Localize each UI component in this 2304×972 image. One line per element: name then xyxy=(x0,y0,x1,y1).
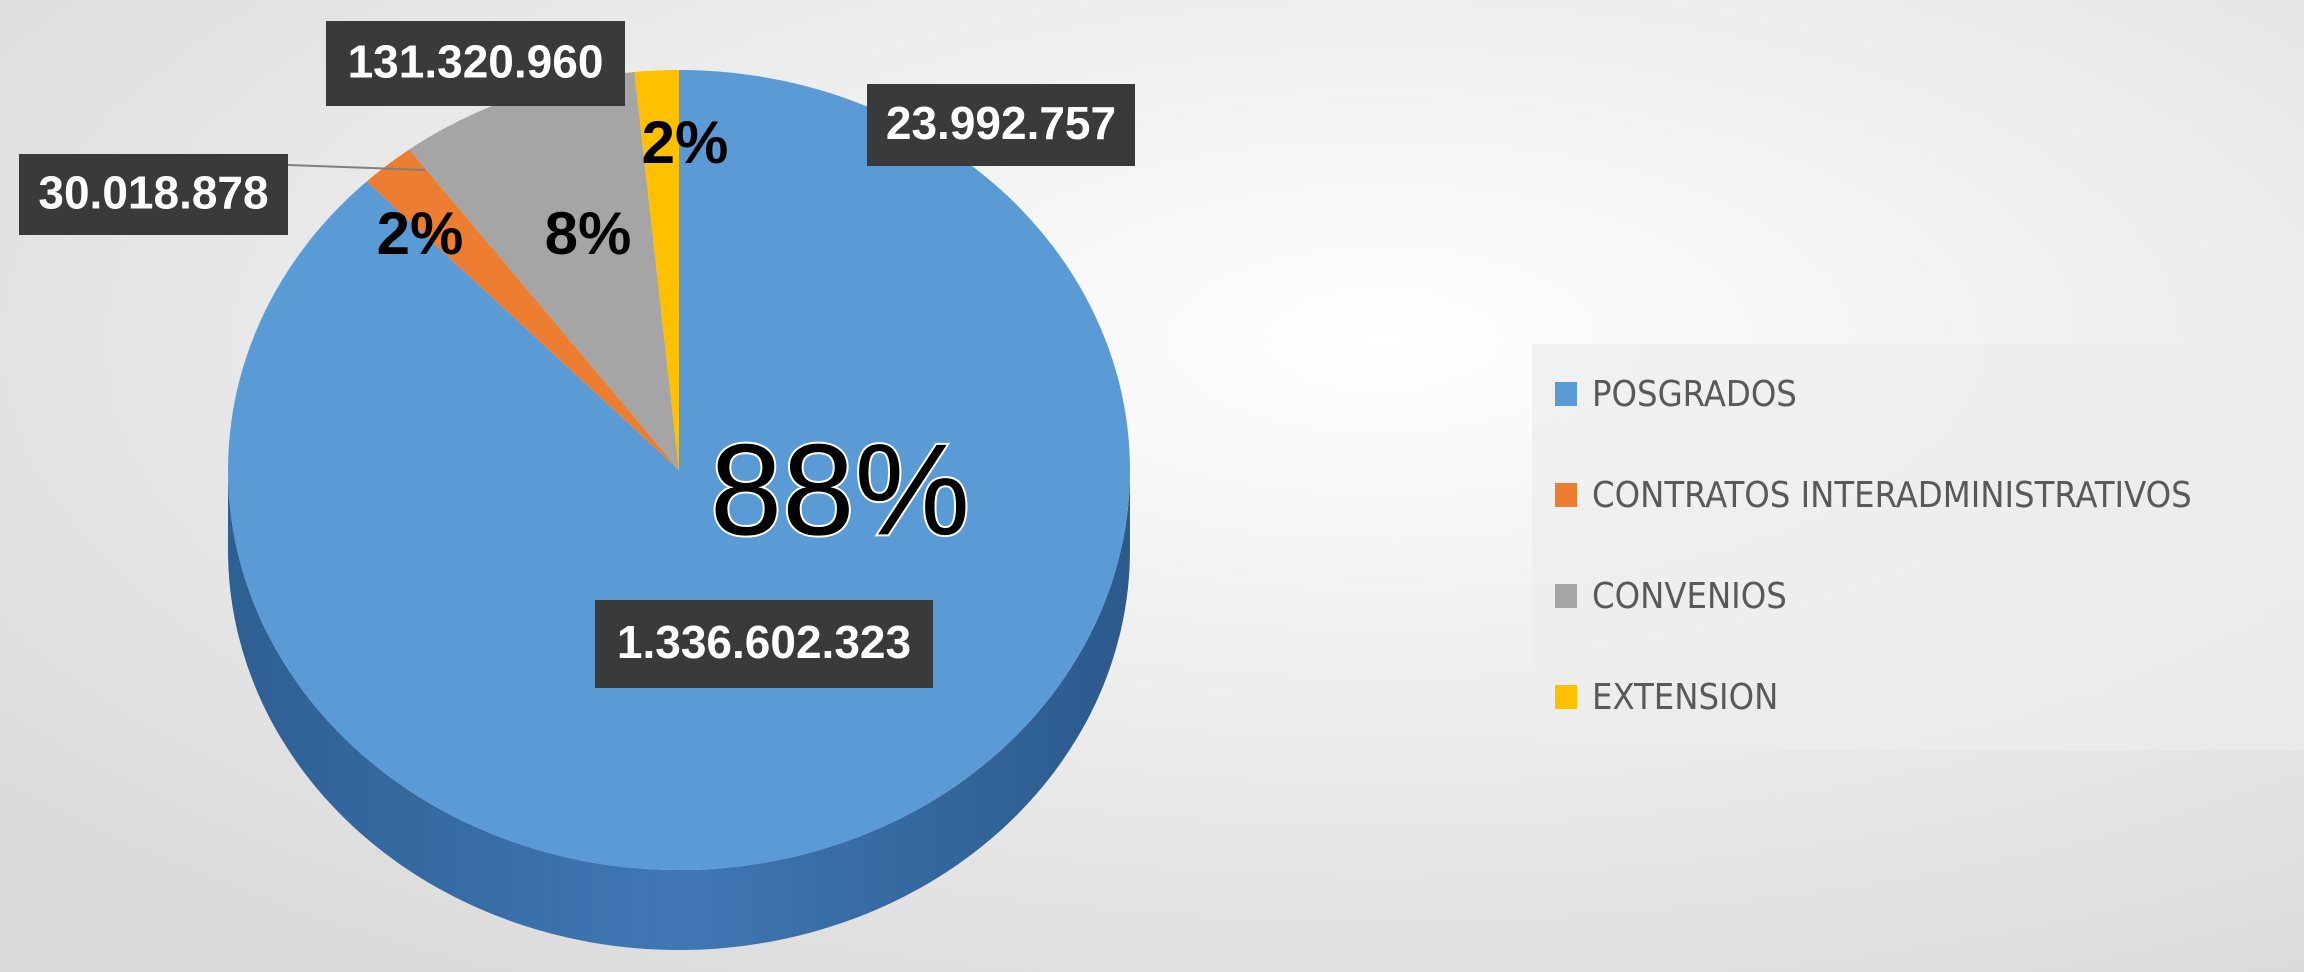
percentage-label: 2% xyxy=(377,200,464,267)
pie-slice xyxy=(409,71,679,470)
pie-slice xyxy=(634,70,679,470)
legend-swatch xyxy=(1555,382,1577,406)
value-label: 1.336.602.323 xyxy=(617,616,911,668)
legend-box xyxy=(1532,344,2304,750)
legend-label: CONTRATOS INTERADMINISTRATIVOS xyxy=(1592,475,2192,516)
value-label-box xyxy=(326,21,625,106)
legend-swatch xyxy=(1555,685,1577,709)
leader-line xyxy=(287,164,426,171)
value-label-box xyxy=(595,600,933,688)
legend-swatch xyxy=(1555,483,1577,507)
value-label: 131.320.960 xyxy=(348,36,604,88)
value-label-box xyxy=(867,84,1135,166)
legend-label: CONVENIOS xyxy=(1592,576,1787,617)
percentage-label: 8% xyxy=(545,200,632,267)
value-label: 23.992.757 xyxy=(886,97,1116,149)
value-label-box xyxy=(19,154,288,235)
pie-side xyxy=(228,470,1130,950)
legend-label: POSGRADOS xyxy=(1592,374,1797,415)
pie-slice xyxy=(366,149,679,470)
percentage-label: 88% xyxy=(710,416,970,562)
legend-swatch xyxy=(1555,584,1577,608)
value-label: 30.018.878 xyxy=(38,167,268,219)
legend-label: EXTENSION xyxy=(1592,677,1778,718)
percentage-label: 2% xyxy=(642,109,729,176)
